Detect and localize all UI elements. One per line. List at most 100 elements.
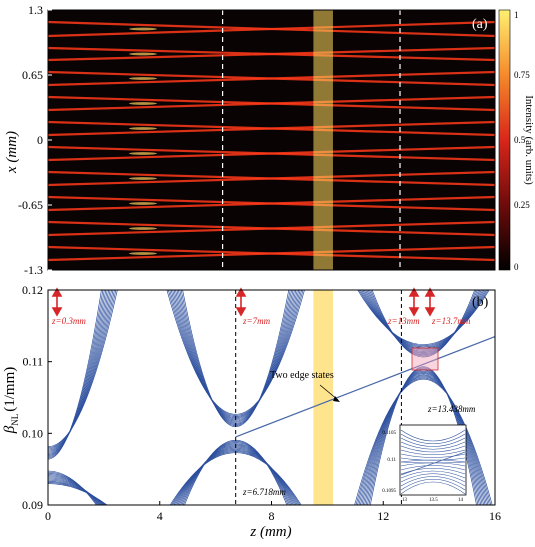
panel-a: (a) 1.3 0.65 0 -0.65 -1.3 x (mm) 1 0.75 0.5 0.2… xyxy=(4,3,535,277)
band-lower-1-6 xyxy=(48,476,103,505)
panel-label-a: (a) xyxy=(472,17,488,32)
band-lower-3-4 xyxy=(365,370,482,505)
beam-4 xyxy=(48,46,495,62)
beam-core-3 xyxy=(128,77,157,80)
inset-lower-4 xyxy=(400,473,466,483)
xlabel-b: z (mm) xyxy=(249,524,291,540)
arrow-z13 xyxy=(408,287,420,317)
beam-18 xyxy=(48,220,495,237)
inset-lower-6 xyxy=(400,468,466,475)
highlight-band-b xyxy=(313,290,333,505)
zoom-box xyxy=(411,347,439,371)
inset-upper-1 xyxy=(400,429,466,442)
inset-upper-2 xyxy=(400,433,466,444)
annotation-z4: z=13.7mm xyxy=(431,316,471,326)
band-lower-1-4 xyxy=(48,474,101,505)
inset-lower-5 xyxy=(400,470,466,479)
annotation-z6: z=6.718mm xyxy=(242,487,286,497)
band-upper-3-2 xyxy=(370,290,477,357)
band-lower-1-10 xyxy=(48,480,106,505)
beam-group xyxy=(48,20,495,262)
beam-core-7 xyxy=(128,177,157,180)
band-upper-3-12 xyxy=(357,290,490,345)
band-upper-3-6 xyxy=(365,290,482,352)
band-lower-2-10 xyxy=(172,450,299,505)
band-lower-3-9 xyxy=(358,375,489,505)
inset-xtick-3: 14 xyxy=(458,498,464,503)
band-upper-3-8 xyxy=(362,290,485,350)
inset-upper-7 xyxy=(400,453,466,458)
annotation-z3: z=13mm xyxy=(387,316,420,326)
annotation-z1: z=0.3mm xyxy=(51,316,86,326)
inset-ytick-1: 0.1105 xyxy=(382,431,396,436)
annotation-z5: z=13.438mm xyxy=(427,404,476,414)
band-upper-3-7 xyxy=(363,290,483,351)
ylabel-a: x (mm) xyxy=(4,131,20,174)
panel-b: z=0.3mm z=7mm z=13mm z=13.7mm z=13.438mm… xyxy=(2,283,501,540)
xtick-label-b-2: 4 xyxy=(157,509,163,523)
ylabel-b-unit: (1/mm) xyxy=(2,367,18,412)
band-upper-2-5 xyxy=(176,290,295,423)
band-lower-1-3 xyxy=(48,472,99,505)
inset-upper-4 xyxy=(400,441,466,450)
beam-16 xyxy=(48,195,495,212)
inset-upper-5 xyxy=(400,445,466,453)
band-lower-1-12 xyxy=(48,483,108,505)
edge-state-line xyxy=(235,336,495,438)
xticks-b: 0 4 8 12 16 xyxy=(45,501,501,523)
ytick-label-a-4: -0.65 xyxy=(18,198,43,212)
ylabel-b-sub: NL xyxy=(10,414,20,426)
xtick-label-b-3: 8 xyxy=(269,509,275,523)
band-lower-3-8 xyxy=(360,374,487,505)
band-lower-1-9 xyxy=(48,479,106,505)
band-lower-1-7 xyxy=(48,477,104,505)
inset-lower-3 xyxy=(400,476,466,487)
beam-14 xyxy=(48,170,495,187)
band-upper-1-7 xyxy=(48,290,111,453)
colorbar-label: Intensity (arb. units) xyxy=(523,95,535,185)
colorbar-tick-5: 0 xyxy=(514,262,519,272)
arrow-z137 xyxy=(424,287,436,317)
band-upper-1-3 xyxy=(48,290,105,457)
band-upper-3-3 xyxy=(369,290,478,356)
annotation-z2: z=7mm xyxy=(242,316,271,326)
beam-20 xyxy=(48,245,495,262)
beam-core-1 xyxy=(128,27,157,31)
ytick-label-a-1: 1.3 xyxy=(28,3,43,17)
beam-12 xyxy=(48,145,495,162)
colorbar-tick-3: 0.5 xyxy=(514,135,526,145)
yticks-b: 0.12 0.11 0.10 0.09 xyxy=(22,283,52,512)
band-upper-3-10 xyxy=(359,290,487,348)
band-upper-2-11 xyxy=(168,290,304,416)
inset-curves xyxy=(400,429,466,495)
band-lower-2-4 xyxy=(180,443,292,505)
ytick-label-b-1: 0.12 xyxy=(22,283,43,297)
arrow-z7 xyxy=(235,287,247,317)
inset-lower-9 xyxy=(400,459,466,463)
colorbar-tick-2: 0.75 xyxy=(514,70,530,80)
inset-lower-7 xyxy=(400,465,466,471)
band-lower-3-12 xyxy=(354,379,493,505)
xtick-label-b-4: 12 xyxy=(377,509,389,523)
band-upper-1-10 xyxy=(48,290,115,449)
band-lower-1-11 xyxy=(48,481,107,505)
band-upper-3-1 xyxy=(371,290,475,358)
band-lower-2-3 xyxy=(181,442,290,505)
inset-upper-9 xyxy=(400,461,466,464)
band-lower-3-7 xyxy=(361,373,486,505)
inset-ytick-3: 0.1095 xyxy=(382,489,396,494)
highlight-band-a xyxy=(313,10,333,270)
band-lower-3-11 xyxy=(355,377,492,505)
band-upper-3-4 xyxy=(367,290,479,354)
inset-edge-line xyxy=(400,451,466,476)
inset: 0.1105 0.11 0.1095 13 13.5 14 xyxy=(382,424,467,503)
beam-core-5 xyxy=(128,127,157,130)
colorbar-ticks: 1 0.75 0.5 0.25 0 xyxy=(514,10,530,272)
arrow-z03 xyxy=(51,287,63,317)
band-lower-1-2 xyxy=(48,471,98,505)
inset-upper-3 xyxy=(400,437,466,447)
band-upper-3-5 xyxy=(366,290,481,353)
colorbar-tick-4: 0.25 xyxy=(514,200,530,210)
panel-label-b: (b) xyxy=(472,295,489,310)
ytick-label-b-2: 0.11 xyxy=(22,355,43,369)
